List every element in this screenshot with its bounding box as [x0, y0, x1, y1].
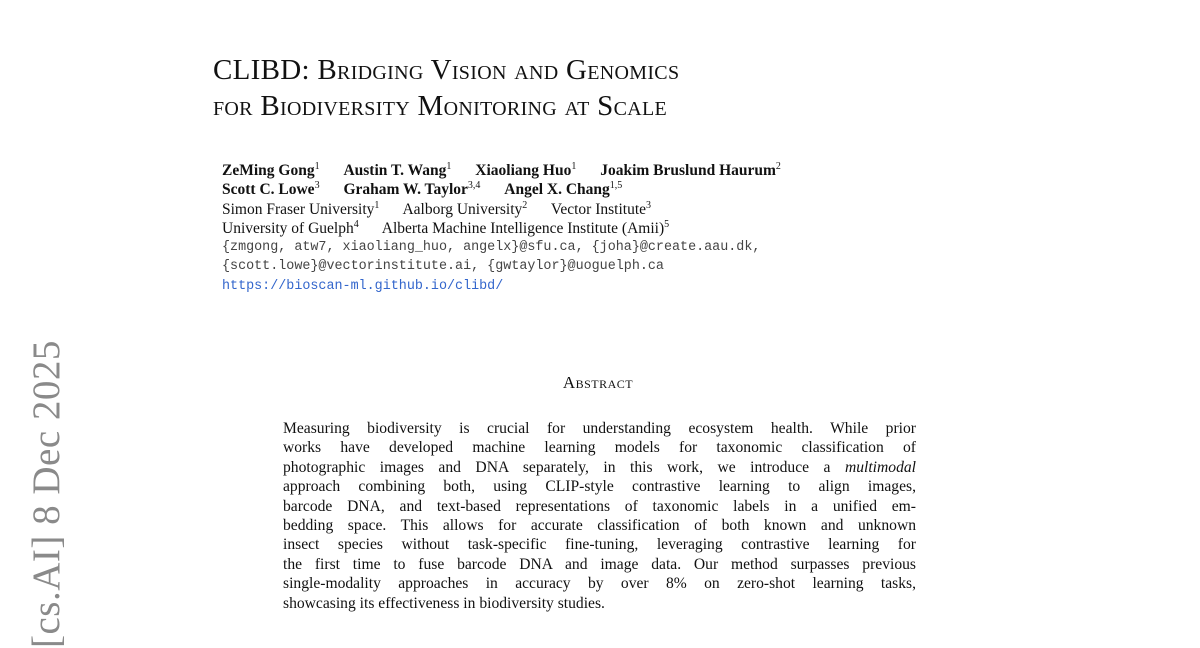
emphasis: multimodal — [844, 458, 916, 476]
title-line-2: for Biodiversity Monitoring at Scale — [213, 90, 668, 122]
abstract-line: photographic images and DNA separately, … — [283, 458, 916, 476]
author: Xiaoliang Huo1 — [475, 161, 577, 180]
author-block: ZeMing Gong1 Austin T. Wang1 Xiaoliang H… — [222, 161, 781, 296]
abstract-line: approach combining both, using CLIP-styl… — [283, 478, 916, 496]
affiliation-line-1: Simon Fraser University1 Aalborg Univers… — [222, 200, 781, 219]
abstract-body: Measuring biodiversity is crucial for un… — [283, 419, 916, 613]
abstract-line: barcode DNA, and text-based representati… — [283, 497, 916, 515]
author: ZeMing Gong1 — [222, 161, 320, 180]
affiliation: University of Guelph4 — [222, 218, 359, 237]
abstract-line: works have developed machine learning mo… — [283, 439, 916, 457]
author-line-1: ZeMing Gong1 Austin T. Wang1 Xiaoliang H… — [222, 161, 781, 180]
author: Joakim Bruslund Haurum2 — [600, 161, 781, 180]
author: Austin T. Wang1 — [343, 161, 452, 180]
paper-title: CLIBD: Bridging Vision and Genomics for … — [213, 52, 679, 124]
email-line-2: {scott.lowe}@vectorinstitute.ai, {gwtayl… — [222, 259, 664, 275]
author: Graham W. Taylor3,4 — [343, 180, 481, 199]
project-link[interactable]: https://bioscan-ml.github.io/clibd/ — [222, 278, 504, 294]
affiliation: Alberta Machine Intelligence Institute (… — [381, 218, 670, 237]
abstract-heading: Abstract — [562, 373, 634, 392]
affiliation: Simon Fraser University1 — [222, 199, 380, 218]
author: Scott C. Lowe3 — [222, 180, 320, 199]
author-line-2: Scott C. Lowe3 Graham W. Taylor3,4 Angel… — [222, 180, 781, 199]
abstract-line: insect species without task-specific fin… — [283, 536, 916, 554]
abstract-line: single-modality approaches in accuracy b… — [283, 575, 916, 593]
author: Angel X. Chang1,5 — [504, 180, 623, 199]
abstract-line: bedding space. This allows for accurate … — [283, 517, 916, 535]
abstract-line: Measuring biodiversity is crucial for un… — [283, 420, 916, 437]
affiliation-line-2: University of Guelph4 Alberta Machine In… — [222, 219, 781, 238]
affiliation: Vector Institute3 — [550, 199, 652, 218]
affiliation: Aalborg University2 — [402, 199, 528, 218]
abstract-line: the first time to fuse barcode DNA and i… — [283, 555, 916, 573]
email-line-1: {zmgong, atw7, xiaoliang_huo, angelx}@sf… — [222, 240, 761, 256]
abstract-line: showcasing its effectiveness in biodiver… — [283, 594, 605, 612]
title-line-1: CLIBD: Bridging Vision and Genomics — [213, 54, 680, 86]
